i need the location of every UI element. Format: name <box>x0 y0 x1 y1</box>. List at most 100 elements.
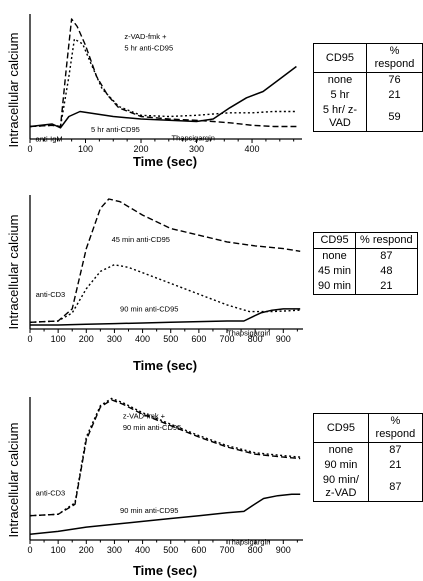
table-header-respond: % respond <box>355 232 418 249</box>
chart-1-ylabel: Intracellular calcium <box>6 33 21 148</box>
table-cell-respond: 59 <box>388 110 401 123</box>
panel-1: Intracellular calcium 0 100 200 300 400 z-VAD… <box>0 0 423 180</box>
series-line-dotted <box>29 38 297 128</box>
table-row: 5 hr 21 <box>313 88 423 103</box>
x-tick-label: 900 <box>276 334 291 344</box>
table-header-row: CD95 % respond <box>313 43 423 73</box>
x-tick-label: 100 <box>51 334 66 344</box>
table-cell-cd95: none <box>313 248 357 264</box>
table-header-respond: % respond <box>366 43 423 73</box>
x-tick-label: 0 <box>27 334 32 344</box>
series-line-dotted <box>29 397 301 517</box>
table-row: 90 min 21 <box>313 279 418 295</box>
chart-1-svg: Intracellular calcium 0 100 200 300 400 z-VAD… <box>6 14 302 169</box>
annotation-label: anti-CD3 <box>36 290 66 299</box>
table-cell-cd95: 45 min <box>313 264 357 279</box>
annotation-label: 90 min anti-CD95 <box>120 506 178 515</box>
annotation-label: z-VAD-fmk + <box>123 411 166 420</box>
table-cell-cd95: 5 hr/ z-VAD <box>313 103 367 132</box>
chart-3-plot: 0 100 200 300 400 500 600 700 800 900 z-VAD-fmk + 9… <box>27 397 303 555</box>
x-tick-label: 400 <box>245 144 260 154</box>
x-tick-label: 600 <box>191 545 206 555</box>
table-header-cd95: CD95 <box>313 43 367 73</box>
annotation-label: 90 min anti-CD95 <box>120 305 178 314</box>
table-header-cd95: CD95 <box>313 232 357 249</box>
x-tick-label: 200 <box>79 334 94 344</box>
x-tick-label: 0 <box>27 144 32 154</box>
chart-1-plot: 0 100 200 300 400 z-VAD-fmk + 5 hr anti-CD95 5 … <box>27 14 302 154</box>
table-cell-respond: 21 <box>388 89 401 101</box>
table-row: 90 min 21 <box>313 458 423 473</box>
table-row: 90 min/ z-VAD 87 <box>313 473 423 502</box>
chart-3-ylabel: Intracellular calcium <box>6 423 21 538</box>
x-tick-label: 600 <box>191 334 206 344</box>
respond-table-1: CD95 % respond none 76 5 hr 21 5 hr/ z-VAD 59 <box>313 43 423 132</box>
chart-2-xlabel: Time (sec) <box>133 358 197 373</box>
table-row: none 87 <box>313 442 423 458</box>
x-tick-label: 500 <box>163 545 178 555</box>
chart-1-xlabel: Time (sec) <box>133 154 197 169</box>
annotation-label: 90 min anti-CD95 <box>123 423 181 432</box>
table-row: 5 hr/ z-VAD 59 <box>313 103 423 132</box>
annotation-label: 45 min anti-CD95 <box>112 235 170 244</box>
x-tick-label: 400 <box>135 334 150 344</box>
table-header-row: CD95 % respond <box>313 413 423 443</box>
chart-3-svg: Intracellular calcium 0 100 200 300 400 500 60… <box>6 397 303 578</box>
x-tick-label: 200 <box>79 545 94 555</box>
series-line-dashed <box>29 399 301 517</box>
series-line-dashed <box>29 18 297 128</box>
table-cell-respond: 87 <box>389 444 402 456</box>
table-cell-respond: 48 <box>380 265 393 277</box>
table-header-row: CD95 % respond <box>313 232 418 249</box>
table-row: none 76 <box>313 72 423 88</box>
x-tick-label: 100 <box>51 545 66 555</box>
table-header-respond: % respond <box>368 413 423 443</box>
x-tick-label: 400 <box>135 545 150 555</box>
annotation-label: anti-CD3 <box>36 489 66 498</box>
table-cell-cd95: 5 hr <box>313 88 367 103</box>
series-line-solid <box>30 308 301 326</box>
series-line-solid <box>29 493 301 536</box>
panel-2: Intracellular calcium 0 100 200 300 400 500 60… <box>0 190 423 380</box>
table-cell-respond: 76 <box>388 74 401 86</box>
table-cell-cd95: none <box>313 442 369 458</box>
chart-2-plot: 0 100 200 300 400 500 600 700 800 900 45 min anti-… <box>27 195 303 344</box>
table-cell-respond: 21 <box>389 459 402 471</box>
annotation-label: Thapsigargin <box>227 329 270 338</box>
ylabel-text: Intracellular calcium <box>6 423 21 538</box>
x-tick-label: 700 <box>219 545 234 555</box>
table-header-cd95: CD95 <box>313 413 369 443</box>
annotation-label: anti-IgM <box>36 135 63 144</box>
respond-table-2: CD95 % respond none 87 45 min 48 90 min 21 <box>313 232 418 295</box>
ylabel-text: Intracellular calcium <box>6 33 21 148</box>
series-line-dotted <box>29 263 301 323</box>
table-cell-cd95: 90 min/ z-VAD <box>313 473 369 502</box>
table-cell-cd95: none <box>313 72 367 88</box>
x-tick-label: 300 <box>107 334 122 344</box>
panel-3: Intracellular calcium 0 100 200 300 400 500 60… <box>0 392 423 581</box>
annotation-label: Thapsigargin <box>227 537 270 546</box>
x-tick-label: 300 <box>107 545 122 555</box>
series-line-solid <box>29 65 297 129</box>
annotation-label: 5 hr anti-CD95 <box>91 125 140 134</box>
x-tick-label: 0 <box>27 545 32 555</box>
annotation-label: 5 hr anti-CD95 <box>124 43 173 52</box>
x-tick-label: 100 <box>78 144 93 154</box>
table-cell-respond: 21 <box>380 280 393 292</box>
table-cell-respond: 87 <box>389 480 402 493</box>
x-tick-label: 900 <box>276 545 291 555</box>
table-cell-cd95: 90 min <box>313 279 357 295</box>
table-cell-cd95: 90 min <box>313 458 369 473</box>
x-tick-label: 800 <box>248 545 263 555</box>
annotation-label: Thapsigargin <box>172 133 215 142</box>
x-tick-label: 500 <box>163 334 178 344</box>
series-line-dashed <box>29 198 301 323</box>
ylabel-text: Intracellular calcium <box>6 215 21 330</box>
x-tick-label: 800 <box>248 334 263 344</box>
x-tick-label: 200 <box>134 144 149 154</box>
respond-table-3: CD95 % respond none 87 90 min 21 90 min/ z-V… <box>313 413 423 502</box>
x-tick-label: 700 <box>219 334 234 344</box>
x-tick-label: 300 <box>189 144 204 154</box>
chart-3-xlabel: Time (sec) <box>133 563 197 578</box>
table-row: none 87 <box>313 248 418 264</box>
